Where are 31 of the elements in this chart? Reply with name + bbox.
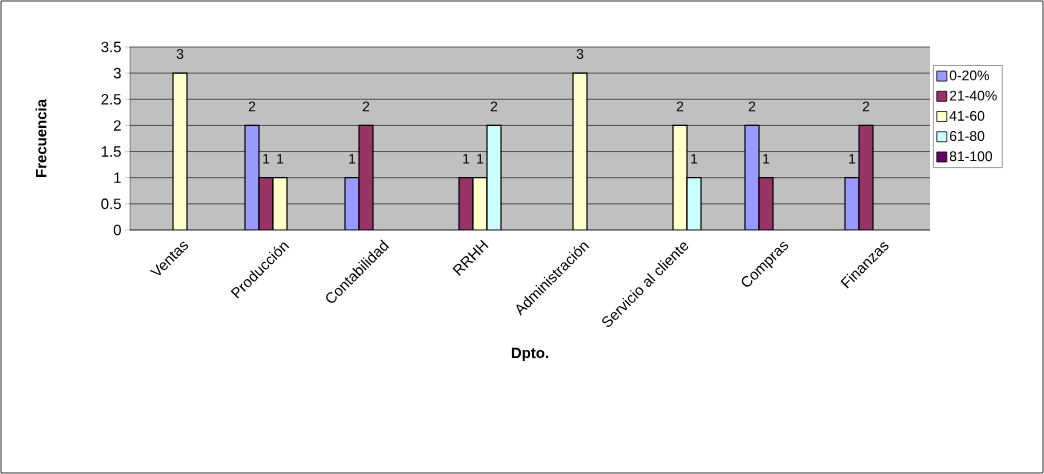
legend-label: 21-40% — [949, 90, 997, 101]
data-label: 1 — [349, 153, 356, 164]
data-label: 2 — [490, 101, 498, 112]
legend-label: 81-100 — [949, 151, 993, 162]
data-label: 3 — [176, 49, 184, 59]
data-label: 1 — [477, 153, 484, 164]
data-label: 2 — [862, 101, 870, 112]
data-label: 2 — [248, 101, 256, 112]
data-label: 1 — [277, 153, 284, 164]
data-label: 2 — [676, 101, 684, 112]
legend-label: 41-60 — [949, 110, 985, 121]
legend-label: 0-20% — [949, 70, 990, 81]
y-tick-label: 3 — [113, 67, 121, 79]
data-label: 1 — [849, 153, 856, 164]
y-tick-label: 3.5 — [101, 41, 121, 53]
data-label: 1 — [691, 153, 698, 164]
data-label: 2 — [362, 101, 370, 112]
y-tick-label: 1.5 — [101, 146, 121, 157]
legend-label: 61-80 — [949, 131, 985, 142]
data-label: 1 — [763, 153, 770, 164]
data-label: 3 — [576, 49, 584, 59]
y-axis-title: Frecuencia — [35, 98, 47, 177]
data-label: 1 — [463, 153, 470, 164]
y-tick-label: 2.5 — [101, 93, 121, 105]
x-axis-title: Dpto. — [511, 347, 549, 362]
y-tick-label: 0 — [113, 224, 121, 236]
y-tick-label: 0.5 — [101, 198, 121, 210]
data-label: 1 — [263, 153, 270, 164]
data-label: 2 — [748, 101, 756, 112]
y-tick-label: 2 — [113, 120, 121, 131]
y-tick-label: 1 — [114, 172, 121, 183]
